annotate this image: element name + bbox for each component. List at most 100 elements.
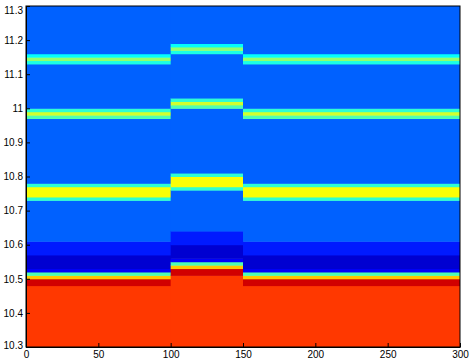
x-tick-label: 100 — [163, 349, 180, 360]
heatmap-cell — [243, 57, 460, 61]
x-tick-mark — [315, 343, 316, 347]
heatmap-cell — [26, 275, 171, 279]
heatmap-cell — [171, 275, 244, 347]
y-tick: 11 — [13, 103, 30, 114]
y-tick: 10.5 — [4, 274, 30, 285]
x-tick-mark — [171, 343, 172, 347]
heatmap-cell — [243, 115, 460, 119]
heatmap-cell — [243, 6, 460, 54]
heatmap-cell — [243, 54, 460, 58]
heatmap-cell — [26, 61, 171, 65]
y-tick-label: 11.1 — [4, 69, 23, 80]
heatmap-cell — [171, 177, 244, 188]
heatmap-cell — [243, 241, 460, 255]
heatmap-cell — [26, 187, 171, 198]
heatmap-cell — [243, 61, 460, 65]
heatmap-cell — [171, 6, 244, 44]
y-tick-mark — [26, 6, 30, 7]
x-axis-line — [27, 347, 461, 348]
y-tick-mark — [26, 40, 30, 41]
x-tick-label: 0 — [24, 349, 30, 360]
x-tick-label: 300 — [452, 349, 469, 360]
heatmap-cell — [26, 119, 171, 184]
y-tick: 10.6 — [4, 239, 30, 250]
heatmap-cell — [26, 255, 171, 269]
y-tick-mark — [26, 211, 30, 212]
y-tick-label: 10.3 — [4, 340, 24, 351]
y-tick: 10.8 — [4, 171, 30, 182]
y-tick-mark — [26, 74, 30, 75]
y-tick: 11.1 — [4, 69, 30, 80]
x-tick-label: 150 — [235, 349, 252, 360]
heatmap-cell — [26, 108, 171, 112]
heatmap-cell — [243, 275, 460, 279]
y-tick-label: 10.7 — [4, 205, 24, 216]
heatmap-cell — [171, 108, 244, 173]
x-axis: 0 50 100 150 200 250 300 — [24, 343, 470, 360]
heatmap-cell — [26, 279, 171, 286]
y-tick-mark — [26, 347, 30, 348]
heatmap-cell — [26, 64, 171, 109]
heatmap-cell — [171, 269, 244, 276]
chart: 05010015020025030010.310.410.510.610.710… — [0, 0, 474, 363]
heatmap-cell — [171, 187, 244, 191]
y-tick: 10.9 — [4, 137, 30, 148]
heatmap-cell — [26, 112, 171, 116]
heatmap-cell — [243, 279, 460, 286]
x-tick: 100 — [163, 343, 180, 360]
y-tick-label: 11.3 — [4, 5, 23, 16]
heatmap-cell — [26, 183, 171, 187]
y-tick: 10.3 — [4, 340, 30, 351]
heatmap-cell — [243, 272, 460, 276]
y-tick-label: 11 — [13, 103, 24, 114]
y-tick-mark — [26, 142, 30, 143]
heatmap-cell — [26, 6, 171, 54]
heatmap-cell — [26, 54, 171, 58]
x-tick-mark — [460, 343, 461, 347]
heatmap-cell — [171, 44, 244, 48]
plot-area: 05010015020025030010.310.410.510.610.710… — [4, 5, 470, 360]
heatmap-cell — [243, 187, 460, 198]
y-tick: 10.7 — [4, 205, 30, 216]
heatmap-cell — [243, 64, 460, 109]
x-tick: 200 — [307, 343, 324, 360]
heatmap-cell — [171, 47, 244, 51]
heatmap-cell — [243, 112, 460, 116]
heatmap-cell — [26, 57, 171, 61]
heatmap-cell — [26, 269, 171, 273]
x-tick-label: 250 — [380, 349, 397, 360]
heatmap-cell — [243, 200, 460, 241]
plot-frame — [26, 6, 460, 347]
x-tick-mark — [388, 343, 389, 347]
y-tick: 11.2 — [4, 35, 30, 46]
heatmap-cell — [171, 50, 244, 54]
y-tick-mark — [26, 108, 30, 109]
x-tick: 150 — [235, 343, 252, 360]
y-tick-label: 10.8 — [4, 171, 24, 182]
heatmap-cell — [26, 241, 171, 255]
heatmap-cell — [171, 105, 244, 109]
heatmap-cells — [26, 6, 460, 347]
heatmap-cell — [171, 190, 244, 231]
y-tick-mark — [26, 279, 30, 280]
y-tick-label: 10.5 — [4, 274, 24, 285]
heatmap-cell — [171, 258, 244, 262]
y-tick-mark — [26, 245, 30, 246]
heatmap-cell — [171, 265, 244, 269]
heatmap-cell — [26, 115, 171, 119]
x-tick-mark — [98, 343, 99, 347]
y-axis: 10.310.410.510.610.710.810.91111.111.211… — [4, 5, 30, 351]
x-tick-label: 50 — [93, 349, 105, 360]
y-tick-label: 10.9 — [4, 137, 24, 148]
heatmap-cell — [243, 197, 460, 201]
x-tick: 300 — [452, 343, 469, 360]
y-tick-label: 11.2 — [4, 35, 23, 46]
x-tick-mark — [243, 343, 244, 347]
y-tick: 11.3 — [4, 5, 30, 16]
heatmap-cell — [171, 101, 244, 105]
heatmap-cell — [26, 286, 171, 347]
x-tick: 50 — [93, 343, 105, 360]
heatmap-cell — [243, 119, 460, 184]
heatmap-cell — [243, 269, 460, 273]
heatmap-cell — [171, 262, 244, 266]
